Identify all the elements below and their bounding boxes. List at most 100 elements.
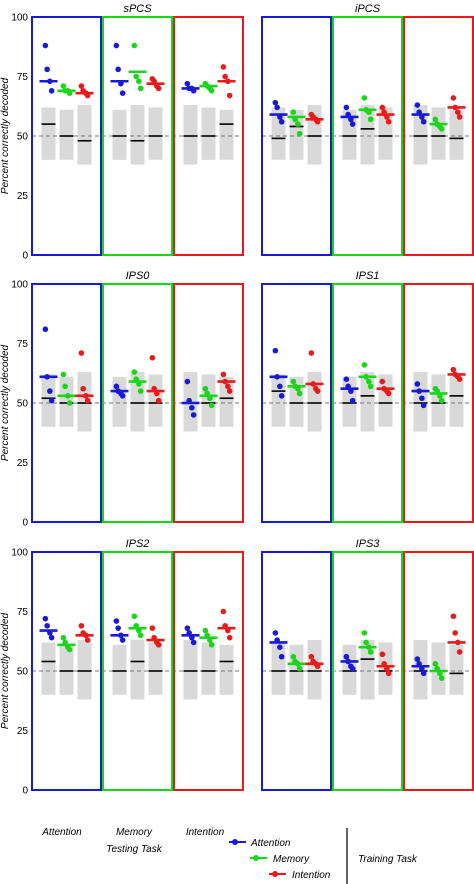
point-attention	[343, 653, 350, 660]
point-attention	[115, 66, 121, 73]
point-intention	[78, 83, 85, 89]
point-memory	[60, 634, 67, 641]
testing-box-attention	[261, 16, 332, 256]
y-tick-label: 75	[17, 607, 29, 618]
point-memory	[361, 630, 368, 636]
null-distribution-band	[449, 644, 464, 695]
x-category-memory-label: Memory	[116, 827, 153, 838]
null-distribution-band	[449, 376, 464, 427]
point-intention	[155, 397, 162, 404]
testing-box-attention	[31, 283, 102, 523]
point-attention	[42, 42, 49, 49]
y-tick-label: 50	[17, 132, 29, 143]
testing-box-intention	[403, 283, 474, 523]
point-attention	[278, 653, 285, 660]
legend-title: Training Task	[358, 854, 418, 865]
null-distribution-band	[360, 640, 375, 700]
point-intention	[308, 350, 315, 356]
point-intention	[84, 397, 91, 404]
legend-attention-label: Attention	[250, 838, 291, 849]
point-attention	[119, 393, 126, 399]
point-memory	[66, 400, 73, 406]
y-tick-label: 75	[17, 72, 29, 83]
point-attention	[272, 347, 279, 354]
point-attention	[119, 637, 126, 643]
point-intention	[222, 73, 228, 80]
null-distribution-band	[449, 109, 464, 160]
testing-box-intention	[173, 551, 244, 791]
point-memory	[137, 388, 144, 394]
point-intention	[226, 92, 233, 99]
point-intention	[379, 104, 386, 111]
point-intention	[226, 388, 233, 394]
null-distribution-band	[130, 105, 145, 165]
panel-title: IPS3	[356, 538, 381, 550]
null-distribution-band	[41, 374, 56, 427]
point-attention	[420, 670, 427, 677]
null-distribution-band	[183, 105, 198, 165]
point-intention	[220, 64, 227, 70]
panel-title: sPCS	[123, 3, 152, 15]
y-tick-label: 25	[17, 726, 29, 737]
point-attention	[420, 118, 427, 125]
point-attention	[48, 397, 55, 404]
y-tick-label: 50	[17, 399, 29, 410]
point-memory	[202, 385, 209, 392]
point-intention	[379, 651, 386, 658]
point-attention	[419, 395, 425, 402]
panel-title: IPS1	[356, 270, 380, 282]
legend-memory-label: Memory	[273, 854, 310, 865]
point-intention	[149, 354, 156, 361]
point-memory	[366, 378, 372, 385]
y-axis-title: Percent correctly decoded	[0, 344, 11, 461]
y-tick-label: 0	[22, 251, 28, 262]
point-memory	[208, 87, 215, 94]
point-intention	[220, 608, 227, 615]
testing-box-memory	[102, 551, 173, 791]
null-distribution-band	[431, 107, 446, 160]
point-memory	[438, 675, 445, 681]
point-attention	[184, 378, 191, 385]
null-distribution-band	[148, 107, 163, 160]
point-memory	[367, 383, 374, 390]
point-attention	[184, 625, 191, 631]
point-attention	[277, 644, 283, 650]
legend-intention-label: Intention	[292, 870, 331, 881]
null-distribution-band	[271, 374, 286, 427]
null-distribution-band	[201, 642, 216, 695]
point-memory	[137, 85, 144, 92]
point-attention	[48, 87, 55, 94]
null-distribution-band	[201, 107, 216, 160]
point-memory	[296, 390, 303, 397]
point-intention	[385, 670, 392, 677]
null-distribution-band	[307, 372, 322, 432]
point-intention	[379, 378, 386, 385]
panel-spcs: sPCS 0 25 50 75 100 Percent correctly decoded	[0, 3, 244, 262]
point-attention	[42, 326, 49, 333]
point-memory	[296, 130, 303, 137]
point-attention	[115, 625, 121, 631]
point-memory	[432, 661, 439, 667]
point-intention	[450, 95, 457, 101]
point-memory	[66, 646, 73, 653]
point-intention	[452, 630, 458, 636]
point-attention	[277, 383, 283, 390]
point-attention	[414, 656, 421, 662]
point-intention	[155, 642, 162, 648]
panel-ips0: IPS0 0 25 50 75 100 Percent correctly decoded	[0, 270, 244, 529]
null-distribution-band	[41, 642, 56, 695]
point-attention	[349, 121, 356, 127]
point-attention	[272, 99, 279, 106]
point-memory	[290, 378, 297, 385]
point-memory	[208, 402, 215, 409]
legend: Attention Memory Intention Training Task	[229, 828, 418, 884]
null-distribution-band	[112, 644, 127, 695]
null-distribution-band	[413, 372, 428, 432]
point-attention	[414, 102, 421, 108]
point-memory	[438, 397, 445, 404]
panel-ips1: IPS1	[261, 270, 474, 523]
point-attention	[278, 393, 285, 399]
point-intention	[456, 114, 463, 120]
x-category-intention-label: Intention	[186, 827, 225, 838]
null-distribution-band	[271, 642, 286, 695]
